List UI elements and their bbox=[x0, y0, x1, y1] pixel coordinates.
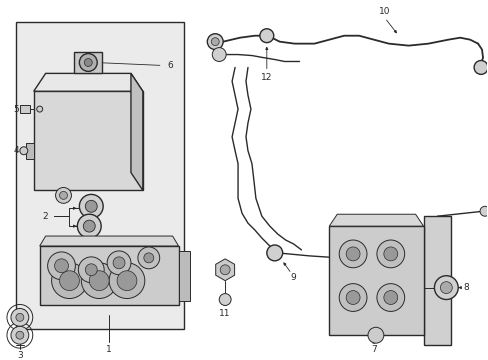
Circle shape bbox=[433, 276, 457, 300]
Circle shape bbox=[376, 240, 404, 268]
Polygon shape bbox=[34, 73, 142, 91]
Circle shape bbox=[83, 220, 95, 232]
Circle shape bbox=[220, 265, 230, 275]
Circle shape bbox=[16, 331, 24, 339]
Text: 7: 7 bbox=[370, 345, 376, 354]
Bar bbox=[178, 251, 190, 301]
Circle shape bbox=[60, 192, 67, 199]
Text: 2: 2 bbox=[43, 212, 48, 221]
Circle shape bbox=[113, 257, 125, 269]
Circle shape bbox=[383, 247, 397, 261]
Text: 9: 9 bbox=[290, 273, 296, 282]
Text: 10: 10 bbox=[378, 8, 390, 17]
Bar bbox=[40, 246, 178, 306]
Circle shape bbox=[11, 309, 29, 326]
Polygon shape bbox=[328, 214, 423, 226]
Circle shape bbox=[346, 247, 359, 261]
Circle shape bbox=[56, 188, 71, 203]
Polygon shape bbox=[131, 73, 142, 190]
Bar bbox=[328, 226, 423, 335]
Circle shape bbox=[84, 59, 92, 67]
Circle shape bbox=[211, 38, 219, 46]
Text: 12: 12 bbox=[261, 73, 272, 82]
Circle shape bbox=[85, 200, 97, 212]
Circle shape bbox=[143, 253, 153, 263]
Circle shape bbox=[60, 271, 79, 291]
Circle shape bbox=[212, 48, 225, 62]
Circle shape bbox=[109, 263, 144, 298]
Text: 11: 11 bbox=[219, 309, 230, 318]
Circle shape bbox=[440, 282, 451, 293]
Circle shape bbox=[107, 251, 131, 275]
Bar bbox=[20, 105, 30, 113]
Circle shape bbox=[20, 147, 28, 155]
Bar bbox=[423, 216, 450, 345]
Circle shape bbox=[77, 214, 101, 238]
Circle shape bbox=[37, 106, 42, 112]
Circle shape bbox=[266, 245, 282, 261]
Circle shape bbox=[383, 291, 397, 305]
Text: 3: 3 bbox=[17, 351, 22, 360]
Circle shape bbox=[479, 206, 488, 216]
Circle shape bbox=[376, 284, 404, 311]
Bar bbox=[16, 22, 184, 329]
Circle shape bbox=[259, 29, 273, 42]
Text: 5: 5 bbox=[13, 105, 19, 114]
Circle shape bbox=[207, 34, 223, 50]
Circle shape bbox=[138, 247, 160, 269]
Circle shape bbox=[85, 264, 97, 276]
Circle shape bbox=[55, 259, 68, 273]
Circle shape bbox=[79, 194, 103, 218]
Circle shape bbox=[79, 54, 97, 71]
Circle shape bbox=[89, 271, 109, 291]
Polygon shape bbox=[26, 143, 34, 159]
Circle shape bbox=[81, 263, 117, 298]
Circle shape bbox=[117, 271, 137, 291]
Text: 6: 6 bbox=[167, 61, 173, 70]
Circle shape bbox=[52, 263, 87, 298]
Circle shape bbox=[47, 252, 75, 280]
Polygon shape bbox=[40, 236, 178, 246]
Text: 1: 1 bbox=[106, 345, 112, 354]
Circle shape bbox=[16, 314, 24, 321]
Circle shape bbox=[339, 240, 366, 268]
Circle shape bbox=[367, 327, 383, 343]
Text: 4: 4 bbox=[13, 146, 19, 155]
Bar bbox=[74, 51, 102, 73]
Circle shape bbox=[219, 293, 231, 306]
Circle shape bbox=[473, 60, 487, 75]
Circle shape bbox=[78, 257, 104, 283]
Text: 8: 8 bbox=[462, 283, 468, 292]
Bar bbox=[34, 91, 142, 190]
Polygon shape bbox=[215, 259, 234, 281]
Circle shape bbox=[346, 291, 359, 305]
Circle shape bbox=[339, 284, 366, 311]
Circle shape bbox=[11, 326, 29, 344]
